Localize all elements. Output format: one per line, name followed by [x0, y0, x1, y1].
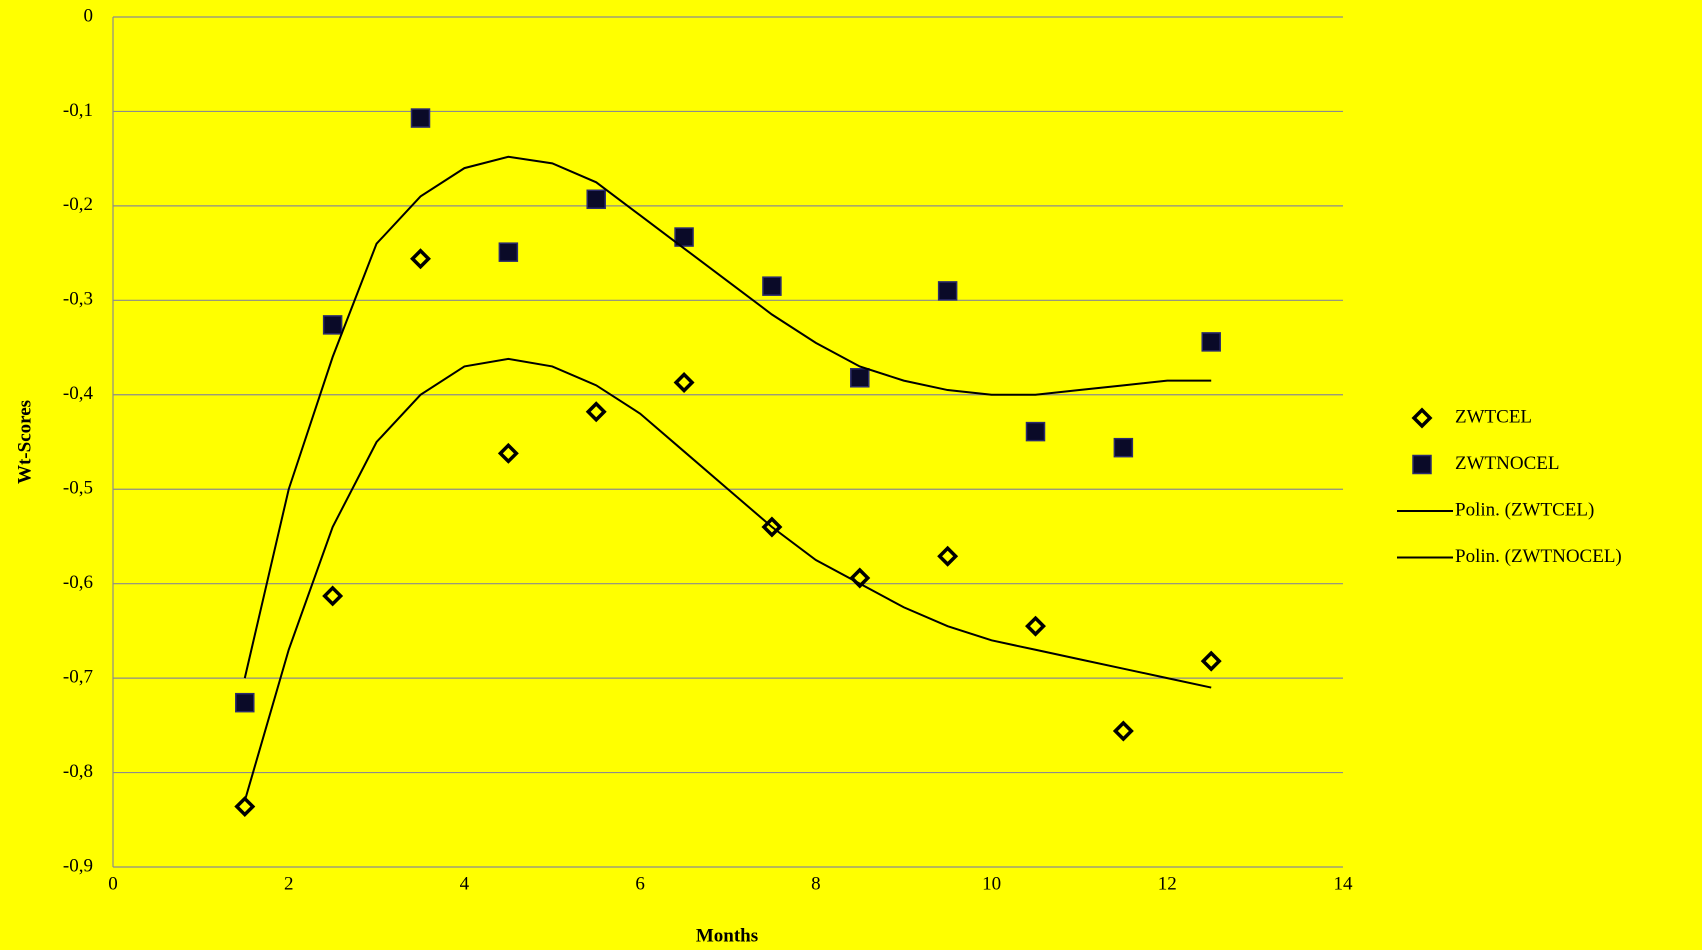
- square-point: [937, 281, 958, 301]
- legend-marker: [1412, 454, 1432, 475]
- y-tick-label: -0,3: [63, 289, 93, 310]
- diamond-point: [234, 796, 256, 818]
- diamond-point: [410, 248, 431, 270]
- x-tick-label: 10: [982, 873, 1001, 894]
- square-point: [235, 692, 255, 713]
- y-tick-label: -0,7: [63, 666, 93, 687]
- y-tick-label: -0,9: [63, 855, 93, 876]
- trend-line: [243, 155, 1212, 679]
- square-point: [322, 315, 343, 335]
- y-tick-label: -0,8: [63, 761, 93, 782]
- y-tick-label: -0,1: [63, 100, 93, 121]
- diamond-point: [937, 545, 959, 567]
- diamond-point: [849, 567, 871, 589]
- y-axis-label: Wt-Scores: [14, 400, 35, 484]
- diamond-point: [1200, 650, 1222, 672]
- diamond-point: [673, 372, 695, 393]
- legend-marker: [1411, 407, 1433, 429]
- y-tick-label: -0,5: [63, 478, 93, 499]
- y-tick-label: -0,4: [63, 383, 94, 404]
- x-tick-label: 12: [1158, 873, 1177, 894]
- square-point: [586, 189, 606, 210]
- square-point: [1113, 437, 1134, 458]
- square-point: [1201, 332, 1221, 352]
- diamond-point: [1112, 720, 1134, 742]
- diamond-point: [1025, 615, 1046, 637]
- square-point: [762, 276, 782, 296]
- diamond-point: [585, 401, 607, 423]
- x-axis-label: Months: [696, 925, 758, 946]
- square-point: [674, 227, 694, 247]
- diamond-point: [497, 442, 519, 464]
- y-tick-label: 0: [84, 5, 94, 26]
- square-point: [498, 242, 519, 262]
- x-tick-label: 0: [108, 873, 118, 894]
- square-point: [1025, 421, 1046, 442]
- y-tick-label: -0,6: [63, 572, 93, 593]
- square-point: [850, 368, 870, 388]
- x-tick-label: 4: [460, 873, 470, 894]
- square-point: [410, 108, 431, 128]
- diamond-point: [322, 585, 344, 607]
- trend-line: [243, 357, 1212, 802]
- legend-label: ZWTCEL: [1455, 406, 1532, 427]
- x-tick-label: 14: [1334, 873, 1354, 894]
- x-tick-label: 6: [635, 873, 645, 894]
- x-tick-label: 2: [284, 873, 294, 894]
- legend-label: Polin. (ZWTCEL): [1455, 499, 1594, 520]
- x-tick-label: 8: [811, 873, 821, 894]
- legend-label: Polin. (ZWTNOCEL): [1455, 546, 1622, 567]
- y-tick-label: -0,2: [63, 194, 93, 215]
- diamond-point: [761, 516, 783, 538]
- legend-label: ZWTNOCEL: [1455, 453, 1559, 474]
